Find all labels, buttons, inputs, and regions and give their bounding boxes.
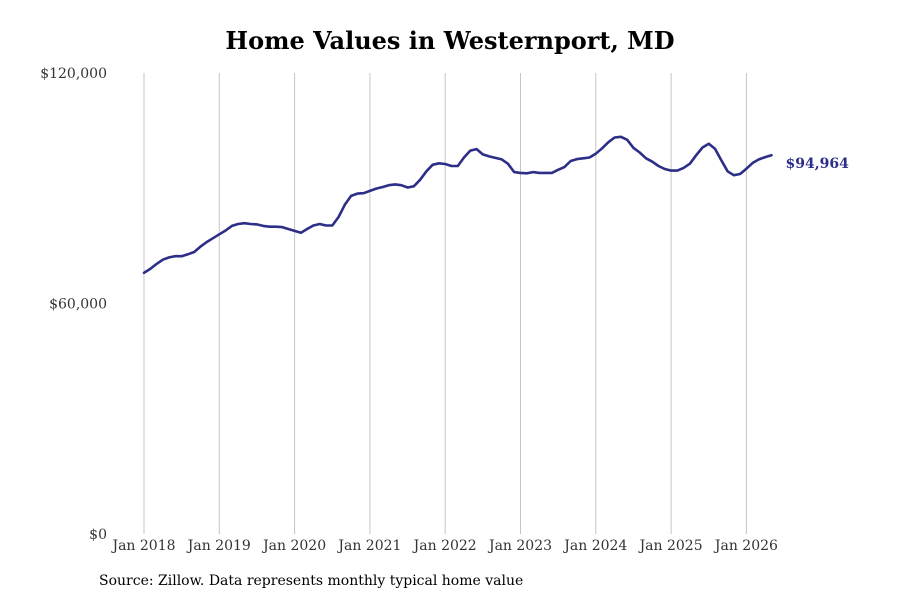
chart-title: Home Values in Westernport, MD xyxy=(225,26,675,55)
x-tick-label: Jan 2021 xyxy=(336,538,401,554)
x-tick-label: Jan 2020 xyxy=(261,538,326,554)
y-tick-label: $120,000 xyxy=(40,66,107,82)
x-tick-label: Jan 2025 xyxy=(638,538,703,554)
y-tick-label: $60,000 xyxy=(49,297,107,313)
series-line-0 xyxy=(142,135,773,275)
x-tick-label: Jan 2022 xyxy=(412,538,477,554)
y-tick-label: $0 xyxy=(89,527,107,543)
x-tick-label: Jan 2024 xyxy=(562,538,627,554)
x-tick-label: Jan 2018 xyxy=(110,538,175,554)
end-value-label: $94,964 xyxy=(786,156,850,172)
x-tick-label: Jan 2023 xyxy=(487,538,552,554)
x-tick-label: Jan 2019 xyxy=(186,538,251,554)
source-note: Source: Zillow. Data represents monthly … xyxy=(99,573,524,589)
y-axis-ticks: $0 $60,000 $120,000 xyxy=(40,66,107,543)
x-tick-label: Jan 2026 xyxy=(713,538,778,554)
vertical-gridlines xyxy=(143,73,747,534)
series-layer: $94,964 xyxy=(142,135,850,275)
x-axis-ticks: Jan 2018 Jan 2019 Jan 2020 Jan 2021 Jan 2022… xyxy=(110,538,778,554)
